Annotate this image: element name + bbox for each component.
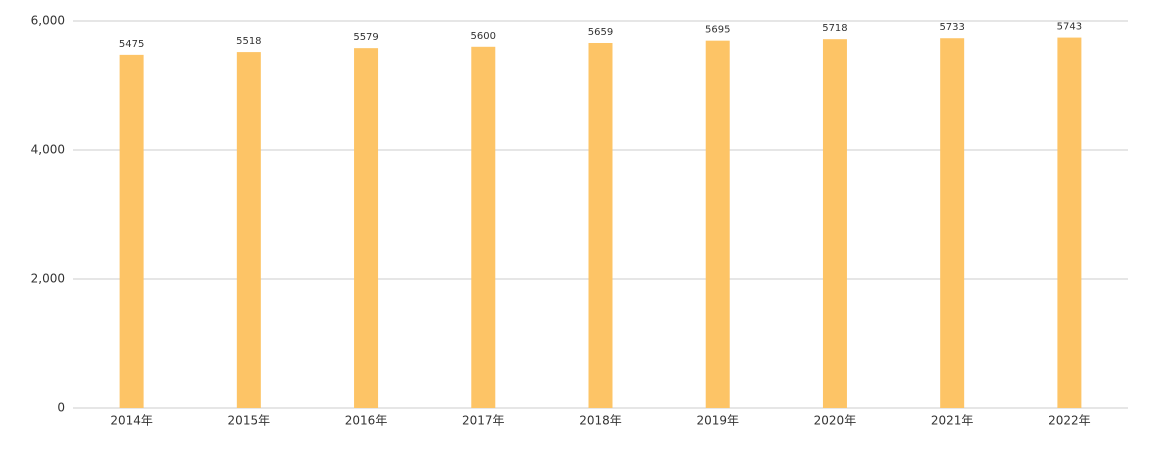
value-label: 5600 [471, 31, 496, 42]
x-tick-label: 2016年 [345, 414, 388, 428]
y-tick-label: 0 [57, 401, 65, 415]
y-tick-label: 4,000 [31, 143, 65, 157]
x-tick-label: 2019年 [696, 414, 739, 428]
value-label: 5475 [119, 39, 144, 50]
x-tick-label: 2017年 [462, 414, 505, 428]
bar [354, 48, 379, 408]
x-tick-label: 2020年 [814, 414, 857, 428]
value-label: 5659 [588, 27, 613, 38]
value-label: 5695 [705, 25, 730, 36]
x-tick-label: 2015年 [228, 414, 271, 428]
x-tick-label: 2022年 [1048, 414, 1091, 428]
bar [1057, 37, 1082, 408]
value-label: 5733 [939, 22, 964, 33]
value-label: 5579 [353, 32, 378, 43]
value-label: 5743 [1057, 22, 1082, 33]
bar [822, 39, 847, 409]
bar [588, 42, 613, 408]
value-label: 5518 [236, 36, 261, 47]
x-tick-label: 2018年 [579, 414, 622, 428]
bar [471, 46, 496, 409]
bar [940, 38, 965, 409]
bar [705, 40, 730, 409]
x-tick-label: 2014年 [110, 414, 153, 428]
x-tick-label: 2021年 [931, 414, 974, 428]
bar [236, 52, 261, 409]
y-tick-label: 6,000 [31, 14, 65, 28]
y-tick-label: 2,000 [31, 272, 65, 286]
bar [119, 54, 144, 409]
value-label: 5718 [822, 23, 847, 34]
